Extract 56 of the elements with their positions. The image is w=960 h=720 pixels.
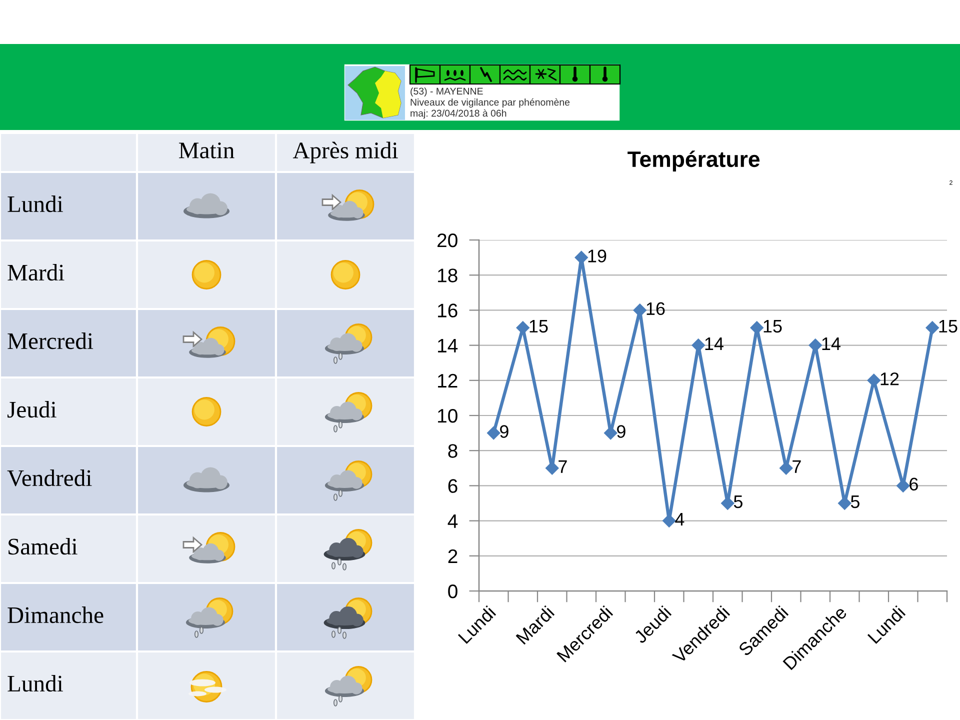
text: maj: 23/04/2018 à 06h [410, 109, 506, 119]
data-label: 14 [705, 338, 724, 350]
y-tick-label: 20 [438, 233, 458, 248]
y-tick-label: 6 [448, 479, 458, 493]
y-tick-label: 4 [448, 514, 458, 528]
y-tick-label: 2 [448, 549, 458, 563]
category-label: Mercredi [8, 332, 94, 350]
data-label: 12 [880, 372, 899, 386]
data-label: 6 [910, 478, 918, 491]
point [604, 426, 618, 440]
data-label: 15 [764, 320, 782, 333]
point [487, 426, 500, 440]
point [721, 496, 734, 510]
text: Niveaux de vigilance par phénomène [410, 98, 570, 108]
data-label: 14 [822, 338, 840, 350]
point [926, 321, 939, 334]
y-tick-label: 14 [438, 338, 458, 352]
point [780, 462, 793, 475]
point [692, 338, 705, 352]
y-tick-label: 0 [448, 584, 458, 598]
data-label: 19 [588, 250, 606, 262]
point [546, 462, 559, 475]
data-label: 16 [646, 302, 665, 316]
category-label: Matin [178, 142, 234, 158]
data-label: 15 [530, 320, 548, 333]
data-label: 4 [675, 513, 684, 526]
text: (53) - MAYENNE [410, 87, 483, 97]
data-label: 15 [939, 320, 958, 333]
y-tick-label: 10 [438, 408, 458, 423]
point [808, 338, 822, 352]
data-label: 7 [792, 460, 801, 473]
point [896, 479, 910, 492]
y-tick-label: 8 [448, 444, 458, 458]
point [867, 374, 880, 387]
data-label: 9 [500, 425, 508, 438]
point [516, 321, 530, 334]
point [633, 304, 646, 317]
y-tick-label: 16 [438, 304, 458, 318]
category-label: Vendredi [7, 470, 92, 486]
category-label: Samedi [8, 538, 78, 555]
y-tick-label: 12 [438, 374, 458, 388]
data-label: 5 [734, 495, 742, 508]
category-label: Après midi [292, 142, 398, 164]
point [750, 321, 764, 334]
category-label: Lundi [8, 675, 63, 692]
category-label: Jeudi [7, 401, 56, 418]
point [662, 514, 676, 528]
data-label: 7 [558, 460, 567, 473]
point [838, 496, 852, 510]
y-tick-label: 18 [438, 268, 458, 282]
data-label: 9 [617, 425, 626, 438]
point [574, 250, 588, 264]
data-label: 5 [850, 495, 860, 508]
category-label: Lundi [8, 196, 63, 212]
chart-title: Température [628, 150, 760, 172]
category-label: Mardi [8, 264, 64, 281]
